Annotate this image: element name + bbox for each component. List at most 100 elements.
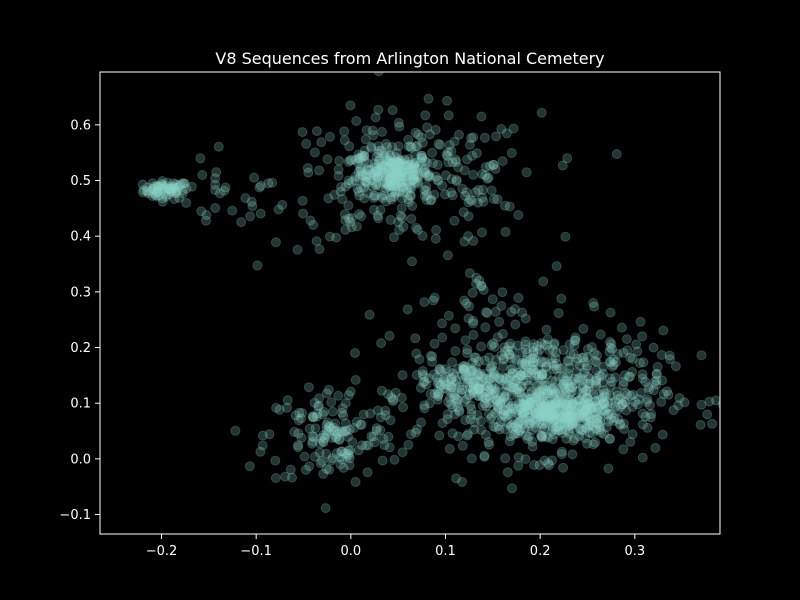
scatter-point: [464, 366, 475, 377]
scatter-point: [549, 415, 559, 426]
scatter-point: [394, 186, 405, 197]
scatter-point: [591, 400, 602, 411]
scatter-point: [594, 420, 605, 431]
scatter-point: [658, 389, 669, 399]
scatter-point: [344, 141, 355, 152]
scatter-point: [493, 403, 504, 414]
scatter-point: [527, 436, 538, 447]
scatter-point: [356, 419, 367, 430]
scatter-point: [494, 374, 505, 385]
scatter-point: [507, 363, 518, 374]
scatter-point: [360, 134, 371, 145]
scatter-point: [389, 181, 400, 191]
scatter-point: [513, 292, 524, 303]
scatter-point: [210, 179, 221, 190]
scatter-point: [499, 342, 510, 353]
scatter-point: [343, 431, 353, 442]
scatter-point: [165, 182, 176, 192]
scatter-point: [324, 421, 335, 432]
scatter-point: [488, 371, 499, 382]
scatter-point: [377, 160, 388, 171]
scatter-point: [560, 401, 571, 412]
scatter-point: [549, 398, 560, 409]
scatter-point: [612, 349, 623, 359]
scatter-point: [576, 394, 587, 404]
scatter-point: [579, 411, 589, 422]
scatter-point: [486, 411, 497, 422]
scatter-point: [171, 179, 181, 190]
scatter-point: [410, 157, 421, 168]
scatter-point: [486, 340, 497, 351]
scatter-point: [333, 170, 344, 181]
scatter-point: [236, 217, 247, 228]
scatter-point: [572, 408, 583, 419]
scatter-point: [606, 339, 617, 349]
scatter-point: [410, 177, 421, 187]
scatter-point: [605, 390, 616, 401]
scatter-point: [359, 155, 370, 166]
scatter-point: [429, 338, 440, 349]
x-axis: −0.2 −0.1 0.0 0.1 0.2 0.3: [146, 534, 645, 559]
scatter-point: [405, 141, 416, 152]
scatter-point: [452, 394, 462, 405]
scatter-point: [534, 406, 544, 417]
scatter-point: [547, 344, 558, 355]
scatter-point: [508, 403, 519, 414]
scatter-point: [520, 344, 531, 355]
scatter-point: [171, 188, 181, 199]
scatter-point: [399, 171, 410, 182]
scatter-point: [349, 175, 360, 186]
scatter-point: [590, 396, 601, 406]
scatter-point: [338, 462, 349, 473]
scatter-point: [492, 396, 503, 407]
scatter-point: [412, 424, 423, 435]
scatter-point: [396, 166, 407, 177]
scatter-point: [539, 423, 550, 434]
scatter-point: [597, 377, 608, 388]
scatter-point: [355, 153, 366, 164]
scatter-point: [610, 372, 621, 383]
scatter-point: [525, 354, 536, 365]
scatter-point: [618, 347, 629, 358]
scatter-point: [547, 455, 558, 466]
scatter-point: [410, 427, 421, 438]
scatter-point: [416, 150, 427, 161]
scatter-point: [477, 192, 488, 203]
scatter-point: [494, 379, 505, 390]
scatter-point: [618, 380, 629, 391]
scatter-point: [344, 460, 355, 471]
scatter-point: [536, 370, 547, 381]
scatter-point: [538, 396, 549, 407]
scatter-point: [280, 471, 291, 482]
scatter-point: [485, 384, 496, 395]
scatter-point: [338, 410, 349, 421]
scatter-point: [401, 170, 412, 181]
scatter-point: [361, 177, 372, 187]
scatter-point: [555, 418, 566, 429]
scatter-point: [149, 181, 159, 192]
scatter-point: [587, 420, 598, 431]
scatter-point: [500, 411, 511, 422]
scatter-point: [651, 379, 662, 390]
scatter-point: [490, 386, 501, 397]
scatter-point: [598, 404, 609, 415]
scatter-point: [391, 159, 402, 170]
scatter-point: [529, 459, 540, 470]
scatter-point: [547, 417, 558, 428]
scatter-point: [335, 459, 346, 470]
scatter-point: [581, 411, 592, 421]
scatter-point: [488, 421, 499, 432]
scatter-point: [505, 381, 516, 392]
scatter-point: [579, 357, 590, 368]
scatter-point: [481, 307, 491, 318]
scatter-point: [398, 221, 409, 232]
scatter-point: [556, 398, 567, 409]
scatter-point: [359, 145, 370, 156]
scatter-point: [537, 380, 548, 391]
scatter-point: [632, 346, 643, 357]
scatter-point: [549, 338, 560, 349]
scatter-point: [581, 405, 592, 415]
scatter-point: [510, 319, 521, 330]
scatter-point: [663, 389, 674, 400]
scatter-point: [469, 424, 480, 435]
